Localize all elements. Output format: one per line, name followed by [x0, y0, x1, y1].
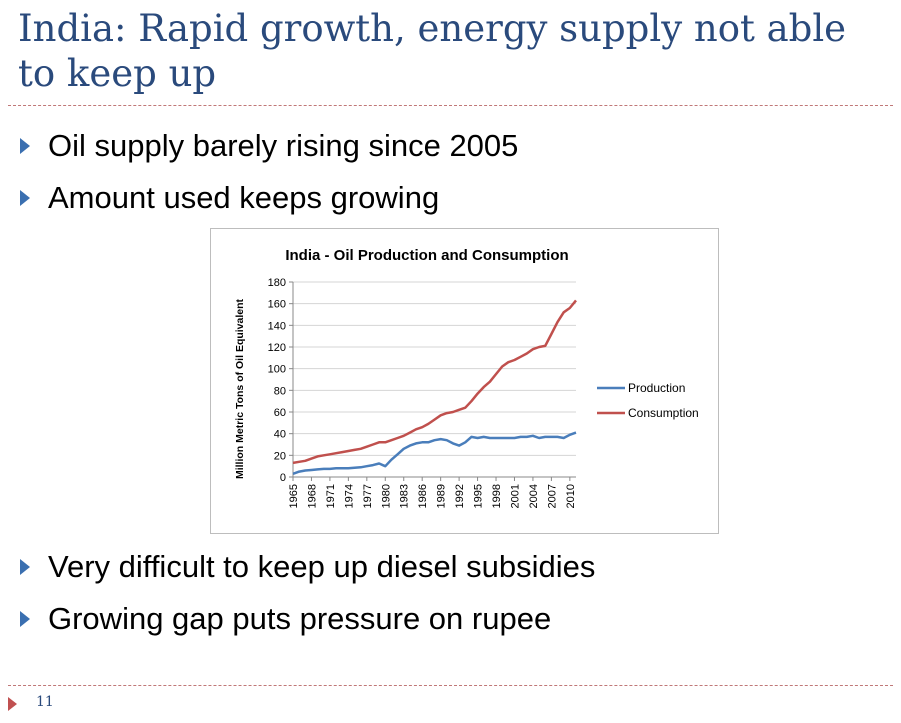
x-tick-label: 1974	[343, 484, 355, 508]
footer-triangle-icon	[8, 697, 17, 711]
bullet-text: Growing gap puts pressure on rupee	[48, 601, 552, 636]
bullet-list-top: Oil supply barely rising since 2005 Amou…	[18, 120, 518, 224]
y-tick-label: 160	[268, 299, 286, 311]
title-divider	[8, 105, 893, 106]
x-tick-label: 2001	[509, 484, 521, 508]
y-tick-label: 180	[268, 277, 286, 289]
footer-divider	[8, 685, 893, 686]
bullet-item: Oil supply barely rising since 2005	[18, 120, 518, 172]
bullet-triangle-icon	[20, 559, 30, 575]
page-number: 11	[36, 694, 54, 710]
chart-title: India - Oil Production and Consumption	[285, 247, 568, 264]
bullet-triangle-icon	[20, 138, 30, 154]
bullet-item: Amount used keeps growing	[18, 172, 518, 224]
x-tick-label: 2007	[546, 484, 558, 508]
bullet-list-bottom: Very difficult to keep up diesel subsidi…	[18, 541, 595, 645]
y-tick-label: 20	[274, 450, 286, 462]
x-tick-label: 1977	[362, 484, 374, 508]
bullet-text: Oil supply barely rising since 2005	[48, 128, 519, 163]
x-tick-label: 1980	[380, 484, 392, 508]
chart-frame: India - Oil Production and Consumption M…	[210, 228, 719, 534]
bullet-triangle-icon	[20, 190, 30, 206]
x-tick-label: 1965	[288, 484, 300, 508]
x-tick-label: 1968	[306, 484, 318, 508]
legend-label: Consumption	[628, 406, 699, 420]
series-line-production	[292, 431, 577, 475]
bullet-triangle-icon	[20, 611, 30, 627]
x-tick-label: 1989	[436, 484, 448, 508]
oil-chart: India - Oil Production and Consumption M…	[234, 247, 699, 508]
y-tick-label: 140	[268, 320, 286, 332]
y-axis-label: Million Metric Tons of Oil Equivalent	[234, 298, 246, 479]
x-tick-label: 2010	[565, 484, 577, 508]
legend-label: Production	[628, 381, 685, 395]
slide-title: India: Rapid growth, energy supply not a…	[18, 7, 847, 95]
bullet-text: Amount used keeps growing	[48, 180, 440, 215]
x-tick-label: 1986	[417, 484, 429, 508]
y-tick-label: 40	[274, 429, 286, 441]
y-tick-label: 100	[268, 364, 286, 376]
x-tick-label: 1995	[473, 484, 485, 508]
x-tick-label: 2004	[528, 484, 540, 508]
x-tick-label: 1992	[454, 484, 466, 508]
series-line-consumption	[292, 299, 577, 465]
bullet-item: Very difficult to keep up diesel subsidi…	[18, 541, 595, 593]
y-tick-label: 60	[274, 407, 286, 419]
x-tick-label: 1971	[325, 484, 337, 508]
x-tick-label: 1998	[491, 484, 503, 508]
y-tick-label: 120	[268, 342, 286, 354]
y-tick-label: 0	[280, 472, 286, 484]
x-tick-label: 1983	[399, 484, 411, 508]
y-tick-label: 80	[274, 385, 286, 397]
bullet-text: Very difficult to keep up diesel subsidi…	[48, 549, 596, 584]
bullet-item: Growing gap puts pressure on rupee	[18, 593, 595, 645]
